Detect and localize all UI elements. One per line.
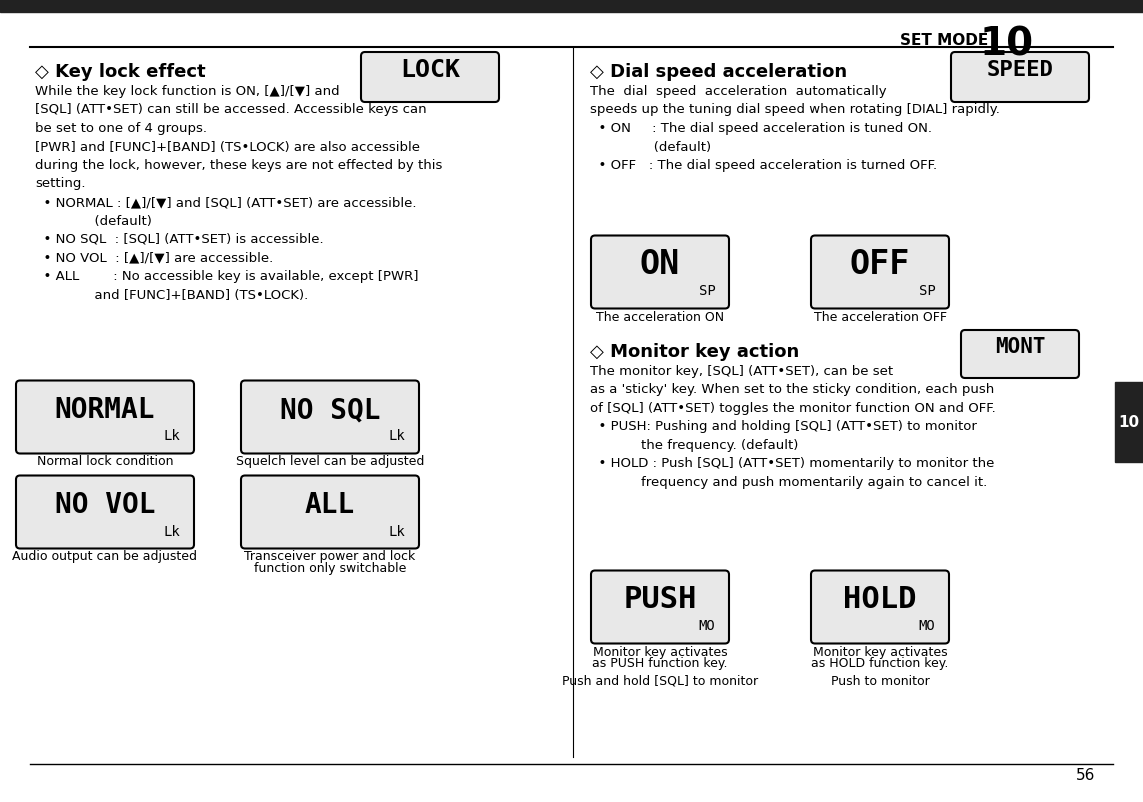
Text: setting.: setting.	[35, 177, 86, 190]
Text: • NO SQL  : [SQL] (ATT•SET) is accessible.: • NO SQL : [SQL] (ATT•SET) is accessible…	[35, 233, 323, 245]
Text: SPEED: SPEED	[986, 60, 1054, 80]
Text: Squelch level can be adjusted: Squelch level can be adjusted	[235, 455, 424, 468]
Text: Lk: Lk	[163, 524, 181, 538]
Text: • NORMAL : [▲]/[▼] and [SQL] (ATT•SET) are accessible.: • NORMAL : [▲]/[▼] and [SQL] (ATT•SET) a…	[35, 196, 416, 209]
Text: PUSH: PUSH	[623, 585, 697, 614]
Text: The acceleration ON: The acceleration ON	[596, 310, 724, 323]
Text: (default): (default)	[35, 214, 152, 227]
Text: speeds up the tuning dial speed when rotating [DIAL] rapidly.: speeds up the tuning dial speed when rot…	[590, 103, 1000, 116]
FancyBboxPatch shape	[16, 476, 194, 549]
Text: [SQL] (ATT•SET) can still be accessed. Accessible keys can: [SQL] (ATT•SET) can still be accessed. A…	[35, 103, 426, 116]
Bar	[1116, 383, 1143, 463]
Text: [PWR] and [FUNC]+[BAND] (TS•LOCK) are also accessible: [PWR] and [FUNC]+[BAND] (TS•LOCK) are al…	[35, 140, 419, 153]
Text: MO: MO	[698, 618, 716, 633]
FancyBboxPatch shape	[241, 381, 419, 454]
Text: 10: 10	[980, 25, 1034, 63]
Text: • ALL        : No accessible key is available, except [PWR]: • ALL : No accessible key is available, …	[35, 269, 418, 282]
Text: Normal lock condition: Normal lock condition	[37, 455, 174, 468]
Text: ON: ON	[640, 248, 680, 282]
Text: and [FUNC]+[BAND] (TS•LOCK).: and [FUNC]+[BAND] (TS•LOCK).	[35, 288, 309, 301]
FancyBboxPatch shape	[812, 237, 949, 309]
Text: While the key lock function is ON, [▲]/[▼] and: While the key lock function is ON, [▲]/[…	[35, 85, 339, 98]
Text: Monitor key activates: Monitor key activates	[593, 645, 727, 658]
Text: ALL: ALL	[305, 490, 355, 518]
Text: (default): (default)	[590, 140, 711, 153]
FancyBboxPatch shape	[241, 476, 419, 549]
Text: the frequency. (default): the frequency. (default)	[590, 439, 798, 452]
Text: ◇ Key lock effect: ◇ Key lock effect	[35, 63, 206, 81]
FancyBboxPatch shape	[361, 53, 499, 103]
Text: • OFF   : The dial speed acceleration is turned OFF.: • OFF : The dial speed acceleration is t…	[590, 159, 937, 172]
Text: Lk: Lk	[389, 429, 406, 443]
Text: frequency and push momentarily again to cancel it.: frequency and push momentarily again to …	[590, 476, 988, 488]
Text: NORMAL: NORMAL	[55, 395, 155, 423]
FancyBboxPatch shape	[812, 571, 949, 644]
Text: ◇ Dial speed acceleration: ◇ Dial speed acceleration	[590, 63, 847, 81]
Text: during the lock, however, these keys are not effected by this: during the lock, however, these keys are…	[35, 159, 442, 172]
Text: ◇ Monitor key action: ◇ Monitor key action	[590, 342, 799, 361]
Text: SET MODE: SET MODE	[900, 33, 989, 48]
Text: as PUSH function key.: as PUSH function key.	[592, 656, 728, 669]
Text: be set to one of 4 groups.: be set to one of 4 groups.	[35, 122, 207, 135]
FancyBboxPatch shape	[591, 571, 729, 644]
Text: Push to monitor: Push to monitor	[831, 674, 929, 687]
Text: HOLD: HOLD	[844, 585, 917, 614]
Text: SP: SP	[698, 284, 716, 298]
Text: The acceleration OFF: The acceleration OFF	[814, 310, 946, 323]
FancyBboxPatch shape	[591, 237, 729, 309]
FancyBboxPatch shape	[16, 381, 194, 454]
Text: OFF: OFF	[849, 248, 910, 282]
Text: Lk: Lk	[163, 429, 181, 443]
Text: • HOLD : Push [SQL] (ATT•SET) momentarily to monitor the: • HOLD : Push [SQL] (ATT•SET) momentaril…	[590, 457, 994, 470]
Text: LOCK: LOCK	[400, 58, 459, 82]
Text: of [SQL] (ATT•SET) toggles the monitor function ON and OFF.: of [SQL] (ATT•SET) toggles the monitor f…	[590, 402, 996, 415]
Bar	[0, 0, 1143, 13]
Text: MONT: MONT	[994, 337, 1045, 357]
Text: as a 'sticky' key. When set to the sticky condition, each push: as a 'sticky' key. When set to the stick…	[590, 383, 994, 396]
Text: The  dial  speed  acceleration  automatically: The dial speed acceleration automaticall…	[590, 85, 887, 98]
Text: • ON     : The dial speed acceleration is tuned ON.: • ON : The dial speed acceleration is tu…	[590, 122, 932, 135]
Text: NO VOL: NO VOL	[55, 490, 155, 518]
Text: function only switchable: function only switchable	[254, 561, 406, 574]
FancyBboxPatch shape	[961, 330, 1079, 379]
Text: NO SQL: NO SQL	[280, 395, 381, 423]
Text: 10: 10	[1119, 415, 1140, 430]
FancyBboxPatch shape	[951, 53, 1089, 103]
Text: Monitor key activates: Monitor key activates	[813, 645, 948, 658]
Text: • NO VOL  : [▲]/[▼] are accessible.: • NO VOL : [▲]/[▼] are accessible.	[35, 251, 273, 264]
Text: Lk: Lk	[389, 524, 406, 538]
Text: The monitor key, [SQL] (ATT•SET), can be set: The monitor key, [SQL] (ATT•SET), can be…	[590, 365, 893, 378]
Text: SP: SP	[919, 284, 935, 298]
Text: Transceiver power and lock: Transceiver power and lock	[245, 549, 416, 562]
Text: MO: MO	[919, 618, 935, 633]
Text: Push and hold [SQL] to monitor: Push and hold [SQL] to monitor	[562, 674, 758, 687]
Text: 56: 56	[1076, 767, 1095, 782]
Text: • PUSH: Pushing and holding [SQL] (ATT•SET) to monitor: • PUSH: Pushing and holding [SQL] (ATT•S…	[590, 420, 977, 433]
Text: Audio output can be adjusted: Audio output can be adjusted	[13, 549, 198, 562]
Text: as HOLD function key.: as HOLD function key.	[812, 656, 949, 669]
